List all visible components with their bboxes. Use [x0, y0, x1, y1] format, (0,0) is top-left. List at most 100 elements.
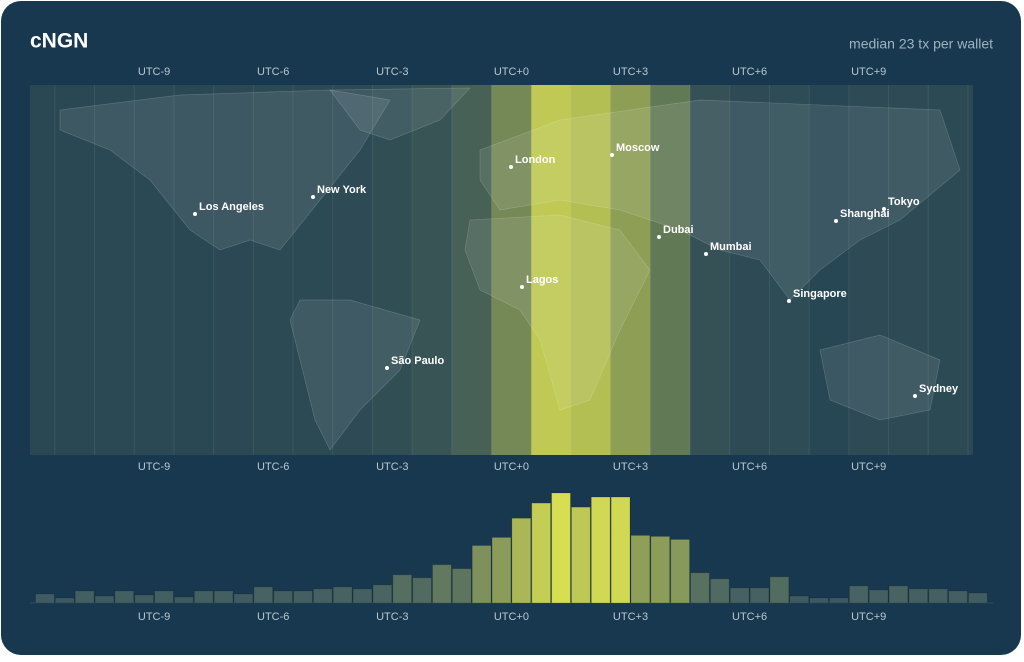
hist-bar [551, 492, 571, 604]
utc-tick-label: UTC+3 [613, 611, 648, 623]
utc-tick-label: UTC+6 [732, 461, 767, 473]
hist-bar [928, 588, 949, 604]
hist-bar [332, 586, 353, 604]
hist-bar [293, 590, 313, 604]
hist-bar [94, 595, 115, 604]
city-dot [657, 235, 661, 239]
hist-bar [868, 589, 889, 604]
utc-tick-label: UTC-9 [138, 461, 170, 473]
hist-bar [590, 496, 611, 604]
hist-bar [769, 576, 790, 604]
hist-bar [35, 593, 55, 604]
city-dot [704, 252, 708, 256]
utc-tick-label: UTC+0 [494, 611, 529, 623]
hist-bar [531, 502, 552, 604]
hist-bar [848, 585, 869, 604]
hist-bar [749, 587, 770, 604]
timezone-band [610, 85, 651, 455]
hist-bar [630, 534, 651, 604]
timezone-band [888, 85, 929, 455]
utc-tick-label: UTC-6 [257, 461, 289, 473]
hist-bar [273, 590, 294, 604]
city-label: Sydney [919, 383, 959, 395]
timezone-band [928, 85, 968, 455]
hist-bar [570, 506, 591, 604]
city-label: Los Angeles [199, 201, 264, 213]
hist-bar [74, 590, 95, 604]
hist-bar [193, 590, 214, 604]
city-dot [509, 165, 513, 169]
utc-tick-label: UTC+3 [613, 66, 648, 78]
utc-tick-label: UTC+6 [732, 66, 767, 78]
city-dot [882, 207, 886, 211]
hist-bar [253, 586, 274, 604]
timezone-band [451, 85, 492, 455]
hist-bar [451, 568, 472, 604]
timezone-band [809, 85, 849, 455]
hist-bar [967, 592, 988, 604]
hist-bar [213, 590, 234, 604]
hist-bar [908, 588, 929, 604]
utc-tick-label: UTC+9 [851, 461, 886, 473]
city-dot [610, 153, 614, 157]
hist-bar [173, 596, 194, 604]
city-dot [787, 299, 791, 303]
timezone-band [253, 85, 294, 455]
title: cNGN [30, 30, 88, 53]
hist-bar [888, 585, 909, 604]
timezone-band [372, 85, 413, 455]
utc-tick-label: UTC+6 [732, 611, 767, 623]
city-label: Shanghai [840, 208, 890, 220]
hist-bar [312, 588, 333, 604]
timezone-band [412, 85, 452, 455]
utc-tick-label: UTC+3 [613, 461, 648, 473]
hist-bar [154, 590, 174, 604]
city-label: New York [317, 184, 367, 196]
hist-bar [114, 590, 135, 604]
hist-bar [412, 577, 432, 604]
timezone-band [848, 85, 889, 455]
utc-tick-label: UTC+9 [851, 66, 886, 78]
hist-bar [729, 587, 750, 604]
utc-axes: UTC-9 UTC-9 UTC-9 UTC-6 UTC-6 UTC-6 UTC-3 UTC-3… [138, 66, 886, 623]
hist-bar [709, 578, 730, 604]
hist-bar [432, 564, 452, 604]
utc-tick-label: UTC-9 [138, 611, 170, 623]
continents [59, 87, 961, 451]
city-label: São Paulo [391, 355, 444, 367]
hist-bar [392, 574, 413, 604]
utc-tick-label: UTC+9 [851, 611, 886, 623]
timezone-band [173, 85, 214, 455]
timezone-band [213, 85, 254, 455]
city-label: Singapore [793, 288, 847, 300]
hist-bar [134, 594, 155, 604]
timezone-band [30, 85, 55, 455]
hist-bar [511, 517, 532, 604]
city-label: London [515, 154, 556, 166]
hist-bar [352, 588, 373, 604]
utc-tick-label: UTC-3 [376, 611, 408, 623]
city-label: Tokyo [888, 196, 920, 208]
timezone-band [967, 85, 973, 455]
subtitle: median 23 tx per wallet [849, 36, 993, 52]
timezone-band [531, 85, 571, 455]
timezone-band [729, 85, 770, 455]
timezone-band [491, 85, 532, 455]
timezone-band [570, 85, 611, 455]
hist-bar [54, 597, 75, 604]
city-dot [834, 219, 838, 223]
timezone-band [650, 85, 691, 455]
hist-bar [610, 496, 631, 604]
timezone-band [94, 85, 135, 455]
city-dot [385, 366, 389, 370]
city-label: Moscow [616, 142, 660, 154]
hist-bar [690, 572, 710, 604]
city-dot [193, 212, 197, 216]
hist-bar [471, 544, 492, 604]
city-label: Mumbai [710, 241, 752, 253]
utc-tick-label: UTC-6 [257, 611, 289, 623]
hist-bar [372, 584, 393, 604]
hist-bar [650, 535, 671, 604]
city-dot [520, 285, 524, 289]
